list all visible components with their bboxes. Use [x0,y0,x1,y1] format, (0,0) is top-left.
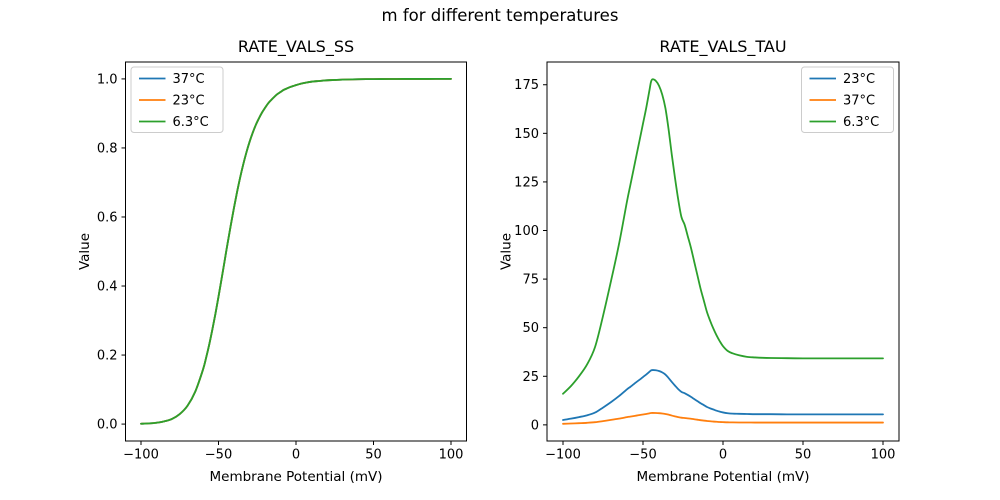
y-tick-label: 1.0 [97,72,118,87]
legend-label: 6.3°C [843,115,879,130]
legend: 23°C 37°C 6.3°C [801,66,894,133]
legend: 37°C 23°C 6.3°C [130,66,224,133]
legend-label: 37°C [173,72,205,87]
series-line-6.3°C [140,78,452,425]
x-tick-label: −100 [545,448,581,463]
x-tick-label: 50 [795,448,812,463]
y-tick-label: 125 [514,175,539,190]
figure-suptitle: m for different temperatures [381,6,619,25]
legend-box [130,66,224,133]
y-tick-label: 150 [514,127,539,142]
legend-box [801,66,894,133]
series-line-6.3°C [562,78,884,395]
x-tick-label: 50 [365,448,382,463]
subplot-title: RATE_VALS_TAU [659,37,786,57]
y-tick-label: 0.8 [97,141,118,156]
y-tick-label: 0.0 [97,418,118,433]
x-tick-label: 100 [439,448,464,463]
y-tick-label: 0.4 [97,280,118,295]
legend-label: 23°C [173,94,205,109]
y-axis-label: Value [77,233,93,270]
subplot-title: RATE_VALS_SS [238,37,354,57]
y-axis-label: Value [499,233,515,270]
y-tick-label: 25 [522,370,539,385]
x-tick-label: 0 [292,448,300,463]
legend-label: 6.3°C [173,115,209,130]
x-tick-label: −100 [123,448,159,463]
series-line-37°C [562,412,884,425]
y-tick-label: 100 [514,224,539,239]
y-tick-label: 0.2 [97,349,118,364]
x-tick-label: 100 [871,448,896,463]
y-tick-label: 75 [522,273,539,288]
x-tick-label: 0 [719,448,727,463]
subplot-tau: −100 −50 0 50 100 0 25 50 75 100 125 150 175 Membrane… [499,37,900,485]
subplot-ss: −100 −50 0 50 100 0.0 0.2 0.4 0.6 0.8 1.0 Membrane … [77,37,467,485]
y-tick-label: 0.6 [97,210,118,225]
x-axis-label: Membrane Potential (mV) [209,469,382,485]
series-line-23°C [562,369,884,421]
y-tick-label: 50 [522,321,539,336]
x-axis-label: Membrane Potential (mV) [636,469,809,485]
legend-label: 37°C [843,94,875,109]
x-tick-label: −50 [205,448,232,463]
y-tick-label: 0 [531,418,539,433]
legend-label: 23°C [843,72,875,87]
y-tick-label: 175 [514,78,539,93]
x-tick-label: −50 [629,448,656,463]
